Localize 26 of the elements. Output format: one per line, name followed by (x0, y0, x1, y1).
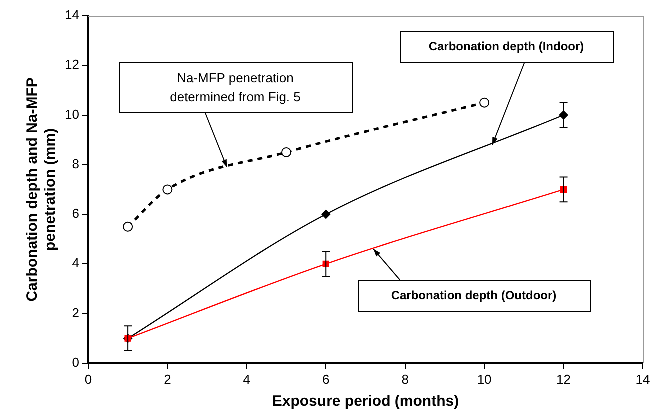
annotation: Na-MFP penetration determined from Fig. 5 (170, 70, 301, 104)
x-tick-label: 4 (243, 372, 251, 387)
annotation: Carbonation depth (Outdoor) (391, 288, 557, 302)
y-tick-label: 10 (64, 106, 80, 122)
y-tick-label: 2 (72, 305, 80, 320)
point (282, 147, 292, 158)
point (162, 184, 173, 195)
y-axis-title: Carbonation depth and Na-MFP penetration (mm) (24, 78, 60, 302)
x-axis-title: Exposure period (months) (272, 393, 460, 410)
x-tick-label: 12 (556, 372, 572, 387)
point (322, 210, 331, 220)
y-tick-label: 0 (72, 354, 80, 370)
point (480, 98, 490, 108)
x-tick-label: 14 (636, 372, 650, 387)
y-tick-label: 12 (64, 57, 80, 72)
x-tick-label: 6 (322, 372, 330, 387)
y-tick-label: 4 (72, 256, 80, 271)
x-tick-label: 10 (477, 372, 492, 387)
x-tick-label: 8 (402, 372, 409, 387)
annotation: Carbonation depth (Indoor) (428, 40, 584, 54)
point (123, 222, 134, 232)
y-tick-label: 6 (72, 206, 80, 222)
x-tick-label: 2 (164, 372, 172, 387)
x-tick-label: 0 (84, 372, 92, 387)
y-tick-label: 8 (72, 156, 80, 172)
y-tick-label: 14 (64, 8, 80, 23)
